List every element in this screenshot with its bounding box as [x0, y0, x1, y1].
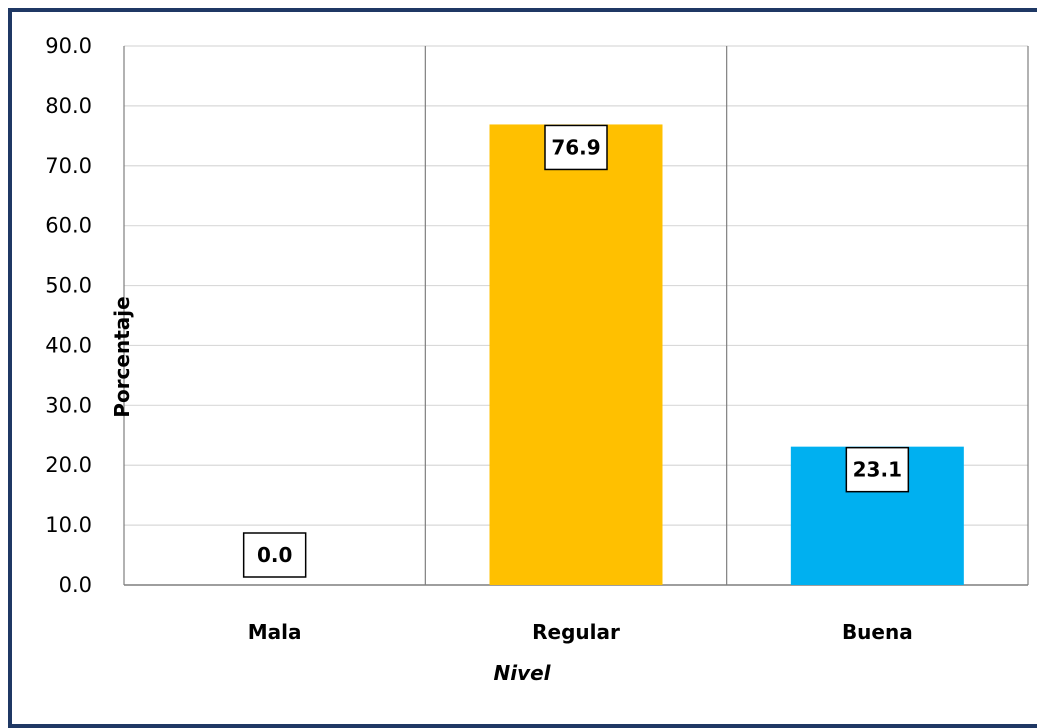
- data-label: 23.1: [853, 458, 902, 482]
- x-category-label: Regular: [532, 620, 620, 644]
- y-axis-title: Porcentaje: [110, 296, 134, 417]
- y-tick-label: 40.0: [45, 333, 92, 357]
- data-labels: 0.0 76.9 23.1: [242, 124, 910, 578]
- y-tick-label: 50.0: [45, 274, 92, 298]
- y-axis-ticks: 0.0 10.0 20.0 30.0 40.0 50.0 60.0 70.0 80.0 90.0: [45, 34, 92, 597]
- y-tick-label: 0.0: [59, 573, 92, 597]
- y-tick-label: 60.0: [45, 214, 92, 238]
- data-label-box: [544, 124, 608, 171]
- y-tick-label: 10.0: [45, 513, 92, 537]
- y-tick-label: 90.0: [45, 34, 92, 58]
- x-axis-title: Nivel: [493, 661, 551, 685]
- bars: [489, 124, 964, 586]
- x-axis-categories: Mala Regular Buena: [248, 620, 913, 644]
- data-label: 0.0: [257, 543, 292, 567]
- y-tick-label: 20.0: [45, 453, 92, 477]
- y-tick-label: 80.0: [45, 94, 92, 118]
- x-category-label: Buena: [842, 620, 913, 644]
- data-label-box: [242, 532, 307, 578]
- y-tick-label: 70.0: [45, 154, 92, 178]
- bar-regular: [489, 124, 663, 586]
- bar-chart: 0.010.020.030.040.050.060.070.080.090.0 …: [45, 34, 1029, 685]
- data-label: 76.9: [551, 135, 600, 159]
- y-tick-label: 30.0: [45, 393, 92, 417]
- data-label-box: [845, 446, 910, 493]
- x-category-label: Mala: [248, 620, 302, 644]
